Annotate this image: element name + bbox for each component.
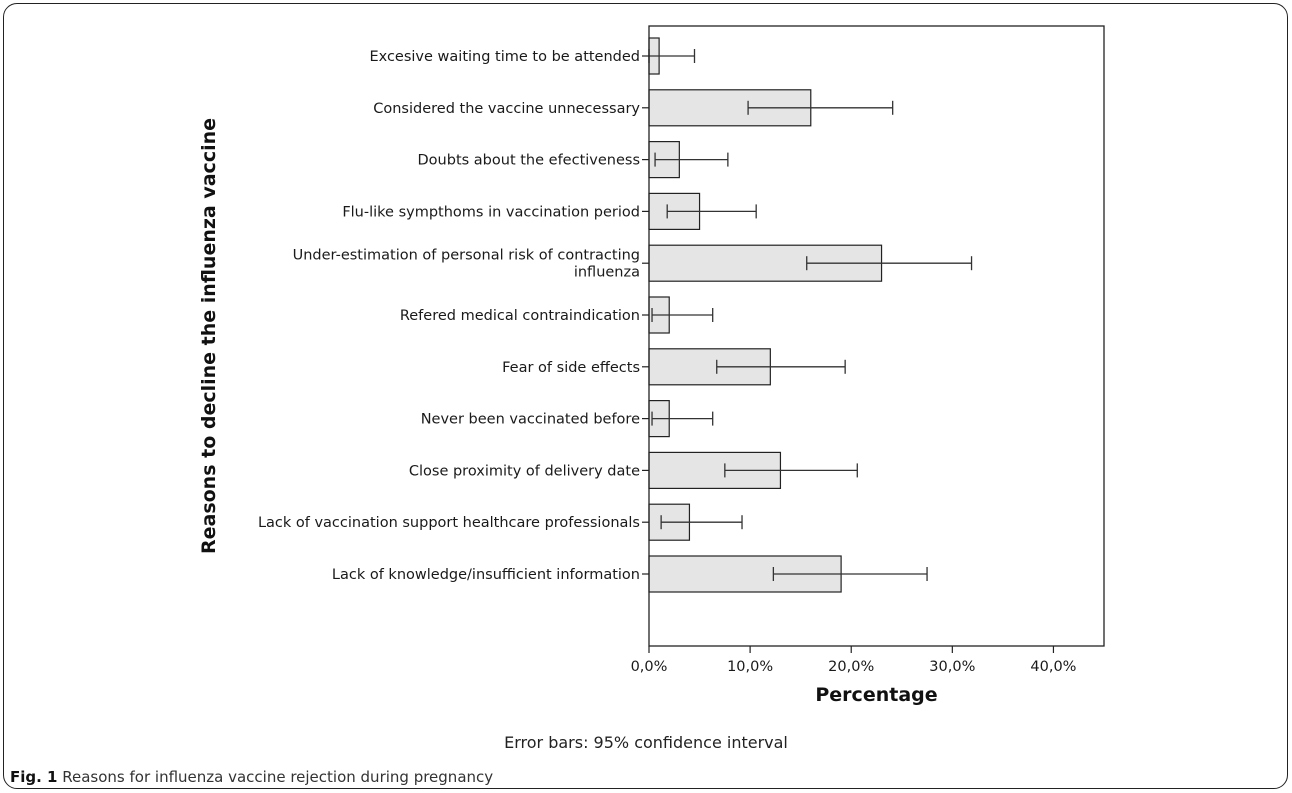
x-tick-label: 30,0% <box>929 659 975 675</box>
y-axis-title: Reasons to decline the influenza vaccine <box>198 118 220 554</box>
category-labels: Excesive waiting time to be attended Cons… <box>258 49 649 583</box>
category-label: Under-estimation of personal risk of con… <box>293 248 640 264</box>
x-axis-title: Percentage <box>815 684 937 706</box>
x-axis-ticks: 0,0% 10,0% 20,0% 30,0% 40,0% <box>631 646 1076 675</box>
plot-area-frame <box>648 25 1105 647</box>
category-label: Doubts about the efectiveness <box>418 153 640 169</box>
category-label: Excesive waiting time to be attended <box>369 49 640 65</box>
error-bar-footnote: Error bars: 95% confidence interval <box>504 733 788 752</box>
x-tick-label: 40,0% <box>1030 659 1076 675</box>
category-label: Lack of vaccination support healthcare p… <box>258 515 640 531</box>
category-label: Refered medical contraindication <box>400 308 640 324</box>
figure-caption: Fig. 1 Reasons for influenza vaccine rej… <box>10 768 493 786</box>
error-bars <box>648 49 973 581</box>
figure-frame <box>3 3 1288 789</box>
category-label: Considered the vaccine unnecessary <box>373 101 640 117</box>
figure-caption-label: Fig. 1 <box>10 768 58 786</box>
x-tick-label: 10,0% <box>727 659 773 675</box>
x-tick-label: 0,0% <box>631 659 668 675</box>
category-label: influenza <box>574 265 640 281</box>
category-label: Fear of side effects <box>502 360 640 376</box>
category-label: Never been vaccinated before <box>421 412 640 428</box>
category-label: Close proximity of delivery date <box>409 463 640 479</box>
category-label: Flu-like sympthoms in vaccination period <box>342 204 640 220</box>
figure-caption-text: Reasons for influenza vaccine rejection … <box>57 768 494 786</box>
x-tick-label: 20,0% <box>828 659 874 675</box>
category-label: Lack of knowledge/insufficient informati… <box>332 567 640 583</box>
